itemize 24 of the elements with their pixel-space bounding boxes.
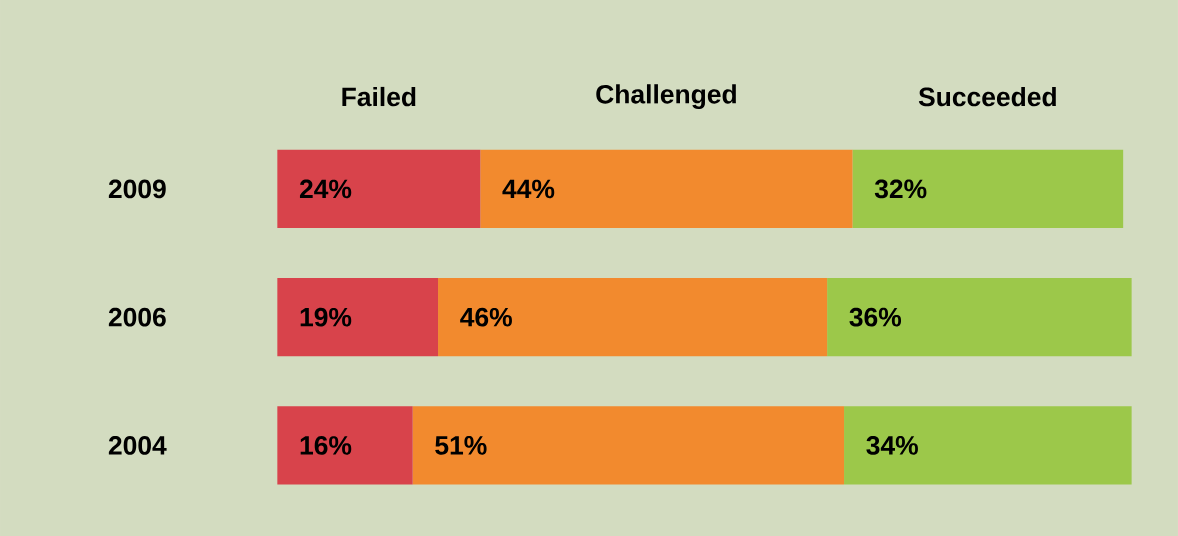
data-label: 46% bbox=[460, 307, 512, 327]
bar bbox=[480, 149, 853, 228]
series-label: Failed bbox=[342, 86, 416, 107]
series-label: Succeeded bbox=[918, 86, 1056, 107]
data-label: 24% bbox=[299, 179, 352, 199]
y-tick-label: 2006 bbox=[108, 307, 166, 327]
data-label: 44% bbox=[502, 179, 555, 198]
bar bbox=[852, 149, 1124, 228]
bar bbox=[438, 277, 828, 357]
y-tick-label: 2004 bbox=[108, 435, 167, 455]
data-label: 32% bbox=[874, 179, 927, 199]
data-label: 34% bbox=[866, 435, 918, 455]
bar bbox=[412, 406, 845, 485]
data-label: 19% bbox=[300, 307, 352, 327]
bar bbox=[827, 277, 1132, 357]
series-label: Challenged bbox=[596, 83, 736, 109]
data-label: 51% bbox=[435, 435, 487, 455]
bar bbox=[277, 277, 439, 357]
bar bbox=[277, 406, 413, 485]
data-label: 16% bbox=[300, 435, 352, 455]
bar bbox=[844, 406, 1132, 485]
bar bbox=[277, 149, 481, 228]
y-tick-label: 2009 bbox=[108, 179, 166, 199]
data-label: 36% bbox=[849, 307, 902, 327]
